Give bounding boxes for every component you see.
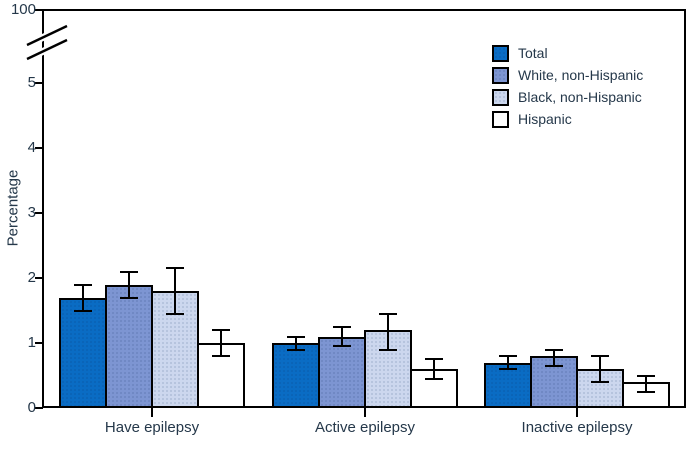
x-category-label: Have epilepsy — [104, 419, 200, 436]
error-bar-line — [174, 268, 176, 314]
error-bar-cap-bottom — [545, 364, 563, 367]
error-bar-cap-bottom — [637, 390, 655, 393]
bar-total-1 — [59, 297, 107, 408]
legend-label: Hispanic — [518, 111, 572, 127]
y-tick-label: 5 — [27, 74, 36, 91]
legend-swatch-icon — [492, 110, 509, 128]
error-bar-line — [645, 375, 647, 392]
x-category-label: Active epilepsy — [314, 419, 416, 436]
error-bar-cap-bottom — [591, 381, 609, 383]
y-tick — [35, 9, 43, 11]
y-tick — [35, 82, 43, 84]
y-tick-label: 1 — [27, 334, 36, 351]
error-bar-cap-bottom — [287, 348, 305, 351]
error-bar-cap-top — [591, 355, 609, 357]
bar-total-3 — [484, 362, 532, 408]
y-tick-label: 3 — [27, 204, 36, 221]
y-tick — [35, 147, 43, 149]
error-bar-cap-top — [287, 335, 305, 338]
error-bar-cap-top — [120, 270, 138, 273]
y-tick-label: 100 — [10, 1, 36, 18]
bar-white-non-hispanic-2 — [318, 336, 366, 408]
bar-total-2 — [272, 343, 320, 408]
error-bar-cap-top — [74, 283, 92, 286]
error-bar-line — [599, 356, 601, 382]
y-tick-label: 4 — [27, 139, 36, 156]
error-bar-cap-top — [499, 355, 517, 357]
error-bar-cap-top — [637, 374, 655, 377]
x-tick — [576, 408, 578, 417]
legend-item: Total — [492, 42, 643, 64]
error-bar-cap-top — [166, 267, 184, 270]
error-bar-cap-bottom — [212, 355, 230, 357]
x-category-label: Inactive epilepsy — [521, 419, 633, 436]
error-bar-cap-bottom — [333, 345, 351, 348]
y-tick — [35, 407, 43, 409]
error-bar-line — [507, 356, 509, 369]
error-bar-line — [295, 336, 297, 350]
error-bar-cap-top — [379, 312, 397, 315]
legend-label: White, non-Hispanic — [518, 67, 644, 83]
y-tick — [35, 277, 43, 279]
y-tick — [35, 212, 43, 214]
bar-white-non-hispanic-1 — [105, 284, 153, 408]
error-bar-cap-bottom — [425, 377, 443, 380]
bar-black-non-hispanic-2 — [364, 330, 412, 408]
legend-swatch-icon — [492, 66, 509, 84]
error-bar-cap-bottom — [74, 309, 92, 312]
error-bar-cap-top — [545, 348, 563, 351]
legend-item: Hispanic — [492, 108, 643, 130]
y-tick — [35, 342, 43, 344]
legend-swatch-icon — [492, 88, 509, 106]
legend-item: Black, non-Hispanic — [492, 86, 643, 108]
y-tick-label: 0 — [27, 399, 36, 416]
x-tick — [151, 408, 153, 417]
error-bar-cap-top — [333, 325, 351, 328]
error-bar-line — [341, 326, 343, 347]
error-bar-line — [220, 330, 222, 356]
error-bar-line — [433, 359, 435, 379]
error-bar-cap-top — [212, 329, 230, 331]
x-tick — [364, 408, 366, 417]
legend-item: White, non-Hispanic — [492, 64, 643, 86]
legend-label: Black, non-Hispanic — [518, 89, 642, 105]
error-bar-cap-bottom — [166, 312, 184, 315]
error-bar-cap-bottom — [499, 368, 517, 370]
error-bar-cap-top — [425, 358, 443, 361]
error-bar-line — [82, 284, 84, 311]
legend-swatch-icon — [492, 44, 509, 62]
bar-black-non-hispanic-3 — [576, 369, 624, 408]
legend: Total White, non-Hispanic Black, non-Hispa… — [492, 42, 643, 130]
error-bar-line — [553, 349, 555, 366]
error-bar-line — [128, 271, 130, 298]
error-bar-line — [387, 313, 389, 350]
legend-label: Total — [518, 45, 548, 61]
bar-hispanic-1 — [197, 343, 245, 408]
error-bar-cap-bottom — [379, 348, 397, 351]
error-bar-cap-bottom — [120, 296, 138, 299]
y-tick-label: 2 — [27, 269, 36, 286]
bar-white-non-hispanic-3 — [530, 356, 578, 408]
